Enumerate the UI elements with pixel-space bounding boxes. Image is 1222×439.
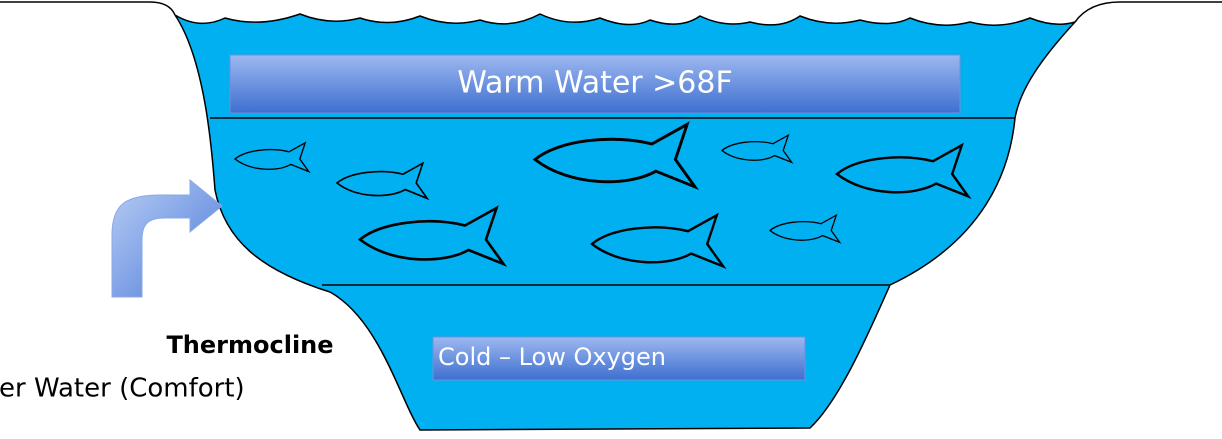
fish: [335, 161, 430, 201]
cold-label: Cold – Low Oxygen: [438, 343, 666, 371]
comfort-label: er Water (Comfort): [0, 374, 245, 404]
fish: [532, 121, 699, 191]
fish: [720, 133, 794, 164]
fish: [768, 213, 842, 244]
fish: [357, 205, 508, 267]
warm-label: Warm Water >68F: [457, 66, 732, 101]
thermocline-arrow: [111, 178, 223, 298]
fish-group: [233, 121, 972, 270]
fish: [835, 142, 972, 200]
fish: [233, 141, 311, 174]
shore-left: [0, 1, 176, 16]
thermocline-label: Thermocline: [166, 331, 333, 359]
fish: [590, 212, 727, 270]
cold-box: [432, 336, 806, 381]
warm-box: [229, 54, 961, 114]
shore-right: [1074, 1, 1222, 23]
